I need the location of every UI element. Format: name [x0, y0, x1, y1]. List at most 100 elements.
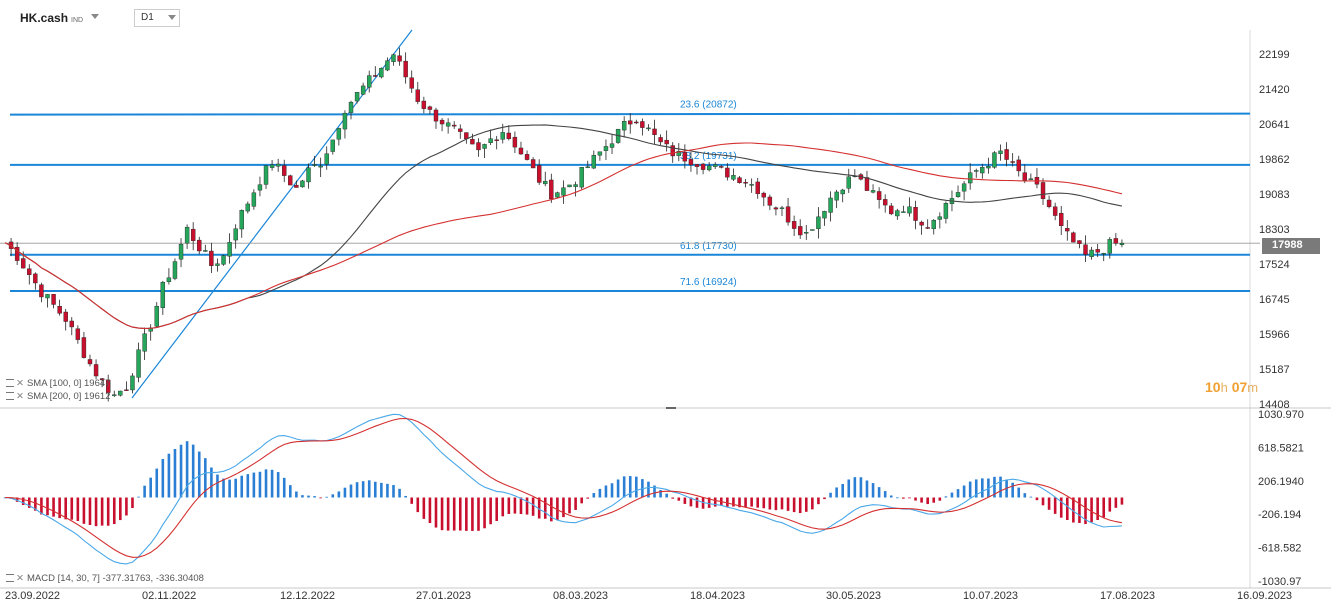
macd-histogram-bar: [489, 497, 492, 525]
candle-body: [312, 164, 317, 166]
macd-histogram-bar: [592, 493, 596, 498]
candle-body: [367, 75, 372, 88]
price-tick-label: 19083: [1259, 189, 1290, 201]
fib-level-label: 23.6 (20872): [680, 100, 737, 111]
macd-histogram-bar: [204, 458, 207, 498]
macd-histogram-bar: [932, 497, 936, 503]
candle-body: [828, 197, 833, 213]
candle-body: [197, 239, 202, 252]
macd-histogram-bar: [1120, 497, 1124, 505]
close-icon[interactable]: ✕: [16, 573, 24, 584]
macd-histogram-bar: [458, 497, 462, 531]
candle-body: [536, 165, 542, 183]
macd-histogram-bar: [792, 497, 796, 513]
candle-body: [415, 89, 420, 102]
macd-histogram-bar: [367, 480, 371, 498]
macd-histogram-bar: [252, 472, 256, 498]
candle-body: [567, 184, 572, 188]
symbol-dropdown-icon[interactable]: [91, 14, 99, 19]
macd-histogram-bar: [659, 490, 662, 498]
candle-body: [804, 232, 809, 234]
macd-histogram-bar: [665, 493, 668, 498]
candle-body: [549, 179, 554, 200]
macd-histogram-bar: [944, 496, 948, 498]
macd-histogram-bar: [380, 482, 383, 498]
candle-body: [506, 132, 512, 139]
macd-histogram-bar: [64, 497, 68, 520]
macd-histogram-bar: [756, 497, 760, 508]
candle-body: [1071, 232, 1076, 243]
macd-histogram-bar: [440, 497, 444, 531]
macd-histogram-bar: [15, 497, 19, 502]
candle-body: [810, 229, 815, 231]
settings-icon[interactable]: [6, 392, 14, 401]
candle-body: [889, 205, 894, 215]
macd-histogram-bar: [732, 497, 735, 507]
candle-body: [543, 180, 548, 185]
candle-body: [731, 175, 736, 180]
macd-histogram-bar: [568, 497, 571, 514]
candle-body: [494, 139, 499, 141]
macd-histogram-bar: [889, 495, 893, 498]
macd-histogram-bar: [804, 497, 808, 512]
macd-histogram-bar: [726, 497, 729, 507]
candle-body: [737, 177, 742, 183]
candle-body: [658, 137, 663, 143]
macd-histogram-bar: [695, 497, 699, 508]
macd-histogram-bar: [1035, 497, 1039, 501]
macd-histogram-bar: [974, 479, 978, 498]
symbol-selector[interactable]: HK.cash IND: [20, 11, 83, 25]
macd-histogram-bar: [1041, 497, 1045, 506]
candle-body: [719, 166, 724, 168]
settings-icon[interactable]: [6, 574, 14, 583]
candle-body: [27, 268, 32, 275]
date-tick-label: 12.12.2022: [280, 590, 335, 602]
fib-level-label: 61.8 (17730): [680, 241, 737, 252]
macd-histogram-bar: [88, 497, 92, 525]
candle-body: [652, 128, 657, 135]
macd-histogram-bar: [131, 497, 134, 508]
macd-histogram-bar: [556, 497, 559, 521]
macd-legend[interactable]: ✕ MACD [14, 30, 7] -377.31763, -336.30408: [6, 573, 204, 584]
macd-histogram-bar: [1017, 487, 1021, 498]
macd-histogram-bar: [471, 497, 474, 531]
close-icon[interactable]: ✕: [16, 391, 24, 402]
candle-body: [512, 136, 518, 148]
macd-histogram-bar: [877, 487, 881, 498]
close-icon[interactable]: ✕: [16, 378, 24, 389]
sma100-line: [4, 124, 1123, 329]
macd-signal-line: [4, 417, 1122, 558]
settings-icon[interactable]: [6, 379, 14, 388]
price-tick-label: 17524: [1259, 259, 1290, 271]
candle-body: [913, 207, 918, 221]
price-tick-label: 16745: [1259, 294, 1290, 306]
macd-histogram-bar: [477, 497, 480, 531]
sma200-legend[interactable]: ✕ SMA [200, 0] 19612: [6, 391, 110, 402]
macd-histogram-bar: [902, 497, 905, 499]
candle-body: [39, 284, 44, 298]
macd-histogram-bar: [258, 471, 262, 498]
macd-histogram-bar: [999, 476, 1002, 498]
sma100-legend[interactable]: ✕ SMA [100, 0] 19647: [6, 378, 110, 389]
macd-histogram-bar: [100, 497, 104, 526]
macd-histogram-bar: [683, 497, 687, 504]
macd-histogram-bar: [750, 497, 753, 507]
candle-body: [209, 250, 214, 266]
macd-histogram-bar: [513, 497, 517, 514]
macd-histogram-bar: [143, 485, 146, 498]
timeframe-selector[interactable]: D1: [134, 9, 180, 27]
candle-body: [895, 210, 900, 217]
timeframe-label: D1: [141, 12, 154, 23]
macd-histogram-bar: [416, 497, 420, 513]
candle-body: [154, 305, 159, 327]
macd-histogram-bar: [507, 497, 511, 514]
candle-body: [876, 191, 882, 200]
candle-body: [603, 146, 609, 151]
chart-toolbar: HK.cash IND D1: [0, 0, 1331, 30]
candle-body: [919, 221, 924, 226]
candle-body: [579, 167, 584, 188]
candle-body: [743, 182, 748, 184]
candle-body: [585, 166, 590, 168]
candle-body: [172, 261, 178, 279]
